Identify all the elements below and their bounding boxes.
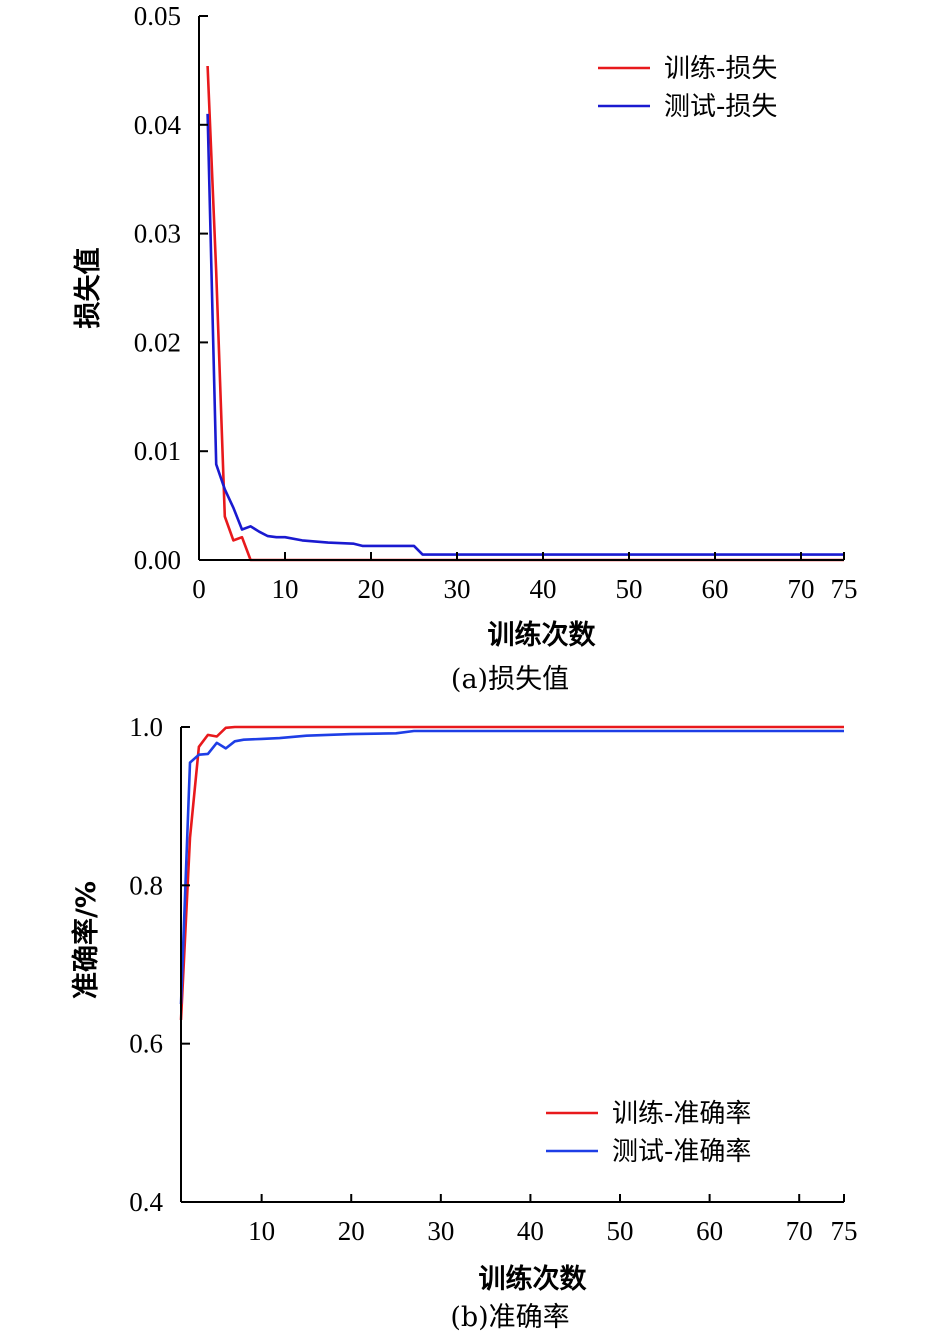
x-tick-label: 30 [444,574,471,604]
series-line-train [206,65,844,562]
x-tick-label: 75 [831,1216,858,1246]
chart-caption: (a)损失值 [451,664,569,695]
y-tick-label: 0.4 [129,1187,163,1217]
x-tick-label: 20 [358,574,385,604]
y-tick-label: 0.05 [134,1,181,31]
series-line-test [179,729,844,1005]
chart-caption: (b)准确率 [450,1302,569,1333]
y-tick-label: 1.0 [129,712,163,742]
x-tick-label: 60 [702,574,729,604]
legend-label: 测试-准确率 [612,1137,751,1167]
x-tick-label: 40 [517,1216,544,1246]
y-tick-label: 0.8 [129,870,163,900]
x-axis-title: 训练次数 [488,619,597,651]
x-tick-label: 60 [696,1216,723,1246]
x-tick-label: 75 [831,574,858,604]
y-tick-label: 0.00 [134,545,181,575]
y-tick-label: 0.02 [134,327,181,357]
y-tick-label: 0.04 [134,110,182,140]
y-tick-label: 0.6 [129,1029,163,1059]
x-tick-label: 70 [788,574,815,604]
x-tick-label: 70 [786,1216,813,1246]
legend-label: 测试-损失 [664,92,777,122]
x-tick-label: 20 [338,1216,365,1246]
series-line-train [179,725,844,1020]
series-line-test [206,113,844,556]
x-tick-label: 30 [427,1216,454,1246]
x-tick-label: 50 [616,574,643,604]
x-tick-label: 10 [272,574,299,604]
legend-label: 训练-准确率 [612,1099,751,1129]
y-axis-title: 损失值 [73,248,104,329]
loss-chart: 0.00 0.01 0.02 0.03 0.04 0.05 0 10 20 30 40 50 60 70 7… [73,1,858,695]
y-axis-title: 准确率/% [70,881,102,999]
x-tick-label: 10 [248,1216,275,1246]
y-tick-label: 0.01 [134,436,181,466]
x-tick-label: 0 [192,574,206,604]
x-axis-title: 训练次数 [479,1263,588,1295]
x-tick-label: 40 [530,574,557,604]
accuracy-chart: 0.4 0.6 0.8 1.0 10 20 30 40 50 60 70 75 准确率/% 训练次数 (b)… [70,712,858,1333]
legend-label: 训练-损失 [664,54,777,84]
x-tick-label: 50 [607,1216,634,1246]
y-tick-label: 0.03 [134,219,181,249]
